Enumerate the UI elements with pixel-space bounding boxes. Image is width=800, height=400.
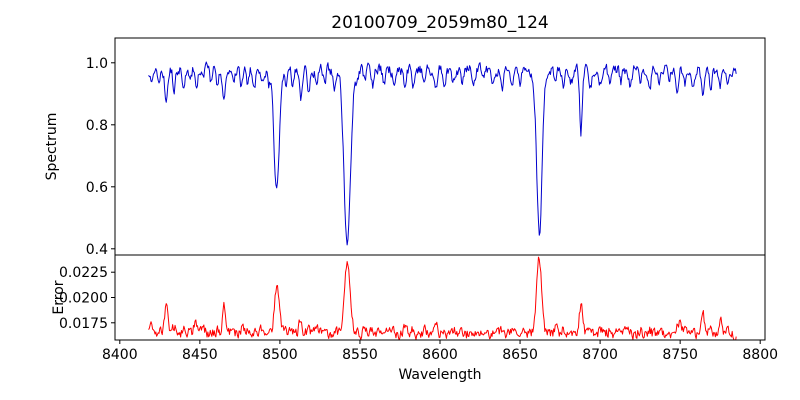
chart-title: 20100709_2059m80_124 (331, 13, 548, 33)
plot-layer: 0.4 0.6 0.8 1.0 0.0175 0.0200 0.0225 8400 8450 85… (59, 37, 778, 363)
spectrum-y-axis-label: Spectrum (44, 113, 60, 181)
spectrum-y-tick-label: 0.6 (86, 180, 108, 196)
error-panel (114, 254, 766, 341)
error-line (148, 256, 737, 340)
spectrum-y-tick-label: 1.0 (86, 56, 108, 72)
x-tick-label: 8650 (502, 347, 538, 363)
x-axis-label: Wavelength (398, 367, 481, 383)
x-tick-label: 8450 (182, 347, 218, 363)
error-y-tick-label: 0.0175 (59, 316, 108, 332)
x-tick-label: 8600 (422, 347, 458, 363)
x-tick-label: 8550 (342, 347, 378, 363)
spectrum-line (148, 61, 737, 246)
spectrum-y-tick-label: 0.4 (86, 242, 108, 258)
x-tick-label: 8400 (102, 347, 138, 363)
x-tick-label: 8700 (582, 347, 618, 363)
x-tick-label: 8750 (662, 347, 698, 363)
spectrum-y-tick-label: 0.8 (86, 118, 108, 134)
error-y-tick-label: 0.0225 (59, 265, 108, 281)
x-tick-label: 8800 (742, 347, 778, 363)
error-y-tick-label: 0.0200 (59, 291, 108, 307)
error-y-axis-label: Error (51, 280, 67, 314)
x-tick-label: 8500 (262, 347, 298, 363)
